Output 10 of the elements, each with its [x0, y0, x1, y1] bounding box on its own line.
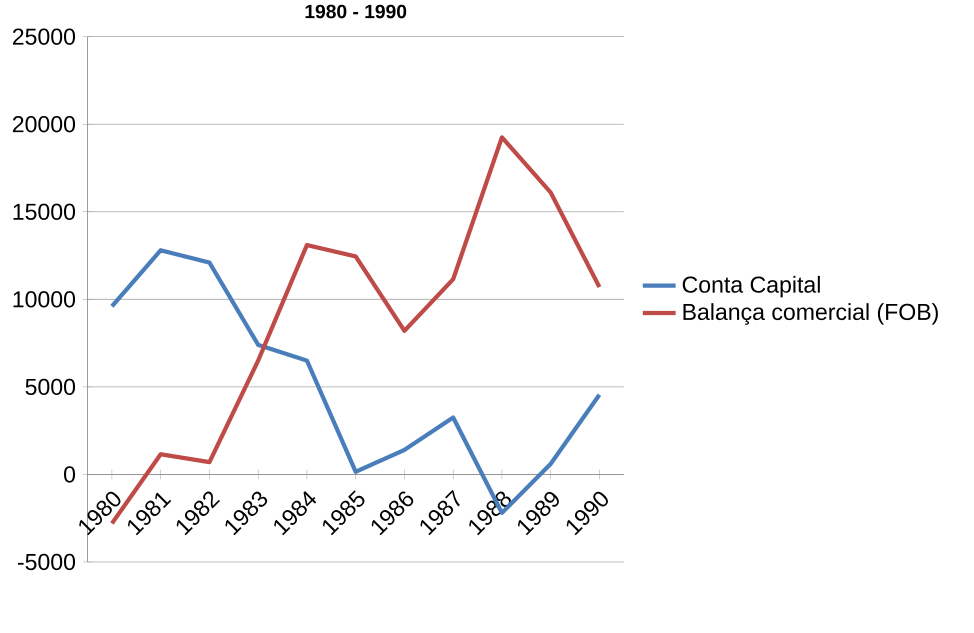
- y-tick-label: 5000: [26, 378, 76, 395]
- y-tick-label: 0: [64, 466, 76, 483]
- y-tick-label: 10000: [14, 291, 76, 308]
- y-tick-label: 20000: [12, 116, 76, 132]
- legend-label: Conta Capital: [682, 276, 820, 298]
- y-tick-label: -5000: [18, 554, 76, 570]
- y-tick-label: 25000: [12, 28, 76, 45]
- chart-title: 1980 - 1990: [306, 4, 406, 18]
- y-tick-label: 15000: [14, 204, 76, 220]
- legend-label: Balança comercial (FOB): [683, 303, 938, 325]
